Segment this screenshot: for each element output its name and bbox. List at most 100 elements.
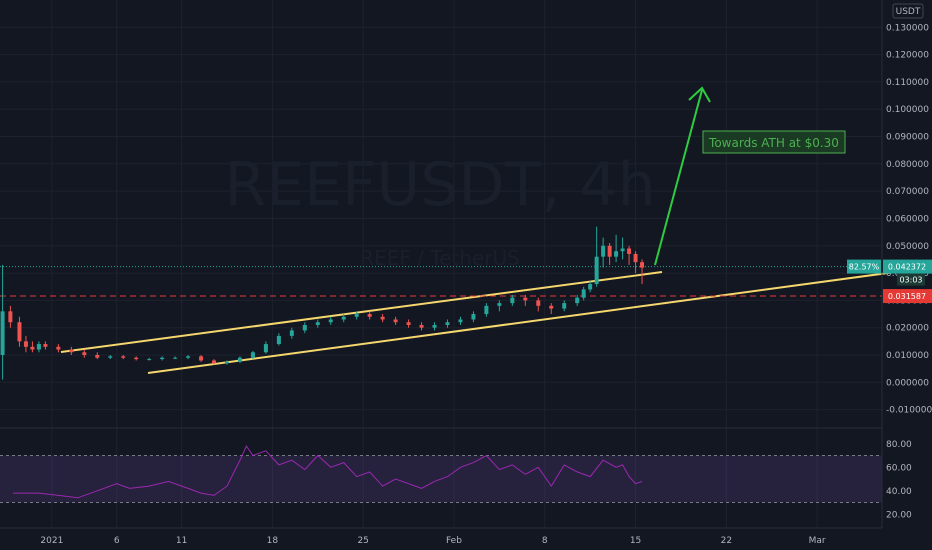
candle-body [354,314,359,317]
price-tick-label: 0.000000 [886,378,929,388]
time-axis[interactable]: 2021 6 11 18 25 Feb 8 15 22 Mar [0,527,882,546]
candle-body [160,357,165,360]
time-tick-label: 2021 [40,536,63,546]
candle-body [237,357,242,362]
price-tick-label: 0.100000 [886,105,929,115]
candle-body [147,359,152,361]
price-tags: 82.57% 0.042372 03:03 0.031587 [847,259,932,304]
rsi-tick-label: 20.00 [886,510,912,520]
candle-body [620,248,625,252]
candle-body [289,330,294,336]
currency-badge[interactable]: USDT [892,3,924,19]
candle-body [23,341,28,347]
candle-body [328,319,333,323]
currency-badge-box [892,3,924,19]
candle-body [523,297,528,301]
trend-channel[interactable] [60,266,932,374]
candle-body [445,322,450,325]
candle-body [510,297,515,304]
level-tag-box [883,289,932,304]
time-tick-label: 6 [114,536,120,546]
candle-body [497,303,502,306]
projection-arrow[interactable] [654,86,711,266]
chart-grid [0,0,882,528]
candle-body [588,284,593,290]
candle-body [8,311,13,323]
candle-body [108,356,113,358]
level-tag-label: 0.031587 [888,292,926,301]
change-tag-box [847,259,881,274]
candle-body [601,245,606,257]
candle-body [30,346,35,350]
candle-body [302,324,307,331]
candle-body [315,322,320,325]
rsi-tick-label: 40.00 [886,487,912,497]
price-tick-label: 0.020000 [886,324,929,334]
candle-body [199,356,204,361]
candle-body [36,344,41,350]
last-price-tag-label: 0.042372 [888,263,926,272]
candle-body [536,300,541,306]
symbol-watermark: REEFUSDT, 4h REEF / TetherUS [224,150,655,270]
candle-body [614,251,619,257]
candle-body [627,248,632,254]
price-tick-label: -0.010000 [886,406,932,416]
candle-body [134,357,139,360]
candle-body [95,355,100,358]
time-tick-label: 25 [357,536,368,546]
candle-series [0,226,645,380]
annotation-text: Towards ATH at $0.30 [708,136,839,150]
price-tick-label: 0.050000 [886,242,929,252]
candle-body [581,289,586,298]
arrow-head [688,86,711,103]
candle-body [367,314,372,317]
time-tick-label: Mar [809,536,826,546]
candle-body [419,324,424,328]
candle-body [263,344,268,353]
time-tick-label: Feb [446,536,462,546]
candle-body [82,352,87,355]
candle-body [432,324,437,328]
countdown-tag-box [897,273,925,286]
price-tick-label: 0.090000 [886,133,929,143]
candle-body [43,344,48,347]
annotation-box[interactable]: Towards ATH at $0.30 [702,130,846,154]
rsi-pane [0,427,882,503]
currency-label: USDT [896,7,921,17]
arrow-shaft[interactable] [654,89,703,266]
channel-upper-line[interactable] [60,271,663,353]
candle-body [173,357,178,359]
price-tick-label: 0.120000 [886,51,929,61]
price-tick-label: 0.110000 [886,78,929,88]
annotation-rect [702,130,846,154]
candle-body [575,297,580,304]
candle-body [471,314,476,320]
change-tag-label: 82.57% [849,263,880,272]
candle-body [607,245,612,257]
time-tick-label: 22 [721,536,732,546]
candle-body [224,361,229,364]
candle-body [56,346,61,350]
rsi-tick-label: 60.00 [886,463,912,473]
candle-body [186,356,191,358]
candle-body [212,360,217,364]
price-tick-label: 0.130000 [886,23,929,33]
time-tick-label: 8 [542,536,548,546]
rsi-axis[interactable]: 80.00 60.00 40.00 20.00 [886,440,912,521]
watermark-description: REEF / TetherUS [360,246,520,270]
time-tick-label: 15 [630,536,641,546]
candle-body [458,319,463,323]
channel-lower-line[interactable] [147,266,932,374]
last-price-tag-box [883,259,932,274]
candle-body [276,335,281,345]
price-tick-label: 0.080000 [886,160,929,170]
countdown-tag-label: 03:03 [899,276,922,285]
candle-body [250,352,255,358]
price-tick-label: 0.010000 [886,351,929,361]
rsi-line [13,445,643,499]
time-tick-label: 18 [267,536,279,546]
watermark-symbol: REEFUSDT, 4h [224,150,655,220]
candle-body [121,356,126,358]
candle-body [633,253,638,263]
